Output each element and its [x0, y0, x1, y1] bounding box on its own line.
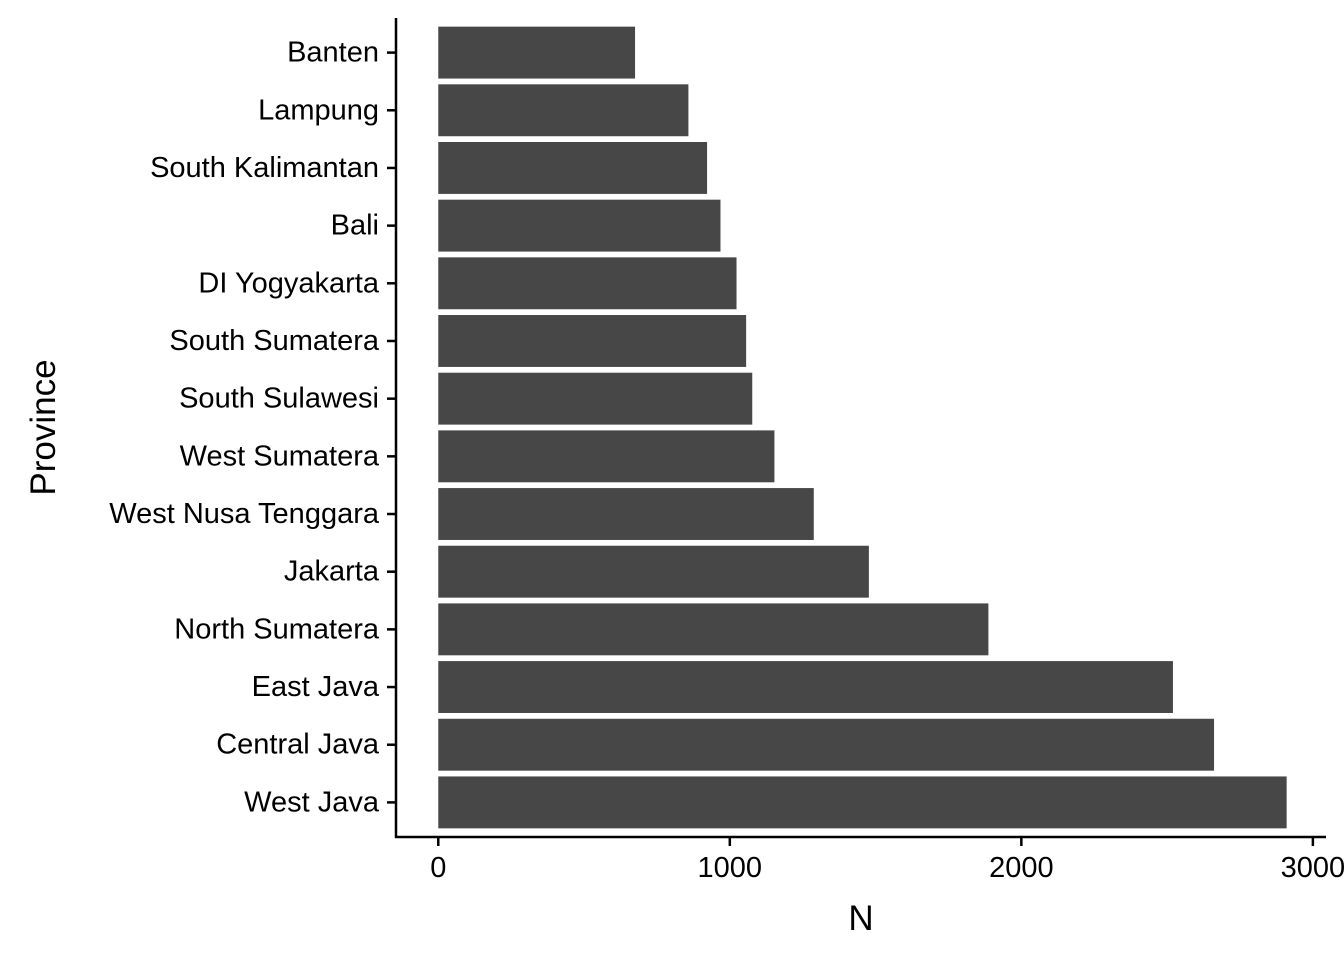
bar-central-java: [438, 718, 1215, 771]
y-tick-label: Bali: [331, 210, 379, 242]
y-tick-label: DI Yogyakarta: [198, 267, 379, 299]
bar-west-java: [438, 776, 1287, 829]
bar-banten: [438, 26, 636, 79]
bar-east-java: [438, 661, 1173, 713]
y-tick-label: West Java: [244, 786, 380, 818]
bar-south-sumatera: [438, 315, 747, 367]
bars: [438, 26, 1287, 829]
bar-south-kalimantan: [438, 142, 708, 194]
y-tick-label: East Java: [252, 671, 380, 703]
y-tick-label: South Sulawesi: [179, 383, 379, 415]
x-tick-label: 1000: [698, 852, 763, 884]
y-tick-label: West Nusa Tenggara: [109, 498, 380, 530]
x-tick-label: 2000: [989, 852, 1054, 884]
x-tick-label: 3000: [1281, 852, 1344, 884]
y-tick-label: West Sumatera: [180, 440, 380, 472]
x-axis-ticks: 0 1000 2000 3000: [430, 837, 1344, 884]
bar-west-sumatera: [438, 430, 775, 483]
y-tick-label: South Kalimantan: [150, 152, 379, 184]
y-tick-label: South Sumatera: [169, 325, 379, 357]
bar-lampung: [438, 84, 689, 137]
y-tick-label: Jakarta: [284, 556, 380, 588]
bar-north-sumatera: [438, 603, 989, 656]
y-tick-label: North Sumatera: [174, 613, 380, 645]
y-tick-label: Banten: [287, 37, 379, 69]
bar-di-yogyakarta: [438, 257, 737, 310]
y-tick-label: Lampung: [258, 94, 379, 126]
y-axis-ticks: Banten Lampung South Kalimantan Bali DI Yogy…: [109, 37, 396, 818]
bar-jakarta: [438, 545, 869, 598]
x-axis-title: N: [848, 899, 873, 938]
bar-west-nusa-tenggara: [438, 488, 814, 540]
y-tick-label: Central Java: [216, 729, 380, 761]
y-axis-title: Province: [24, 359, 63, 495]
x-tick-label: 0: [430, 852, 446, 884]
bar-south-sulawesi: [438, 372, 753, 425]
bar-bali: [438, 199, 721, 252]
